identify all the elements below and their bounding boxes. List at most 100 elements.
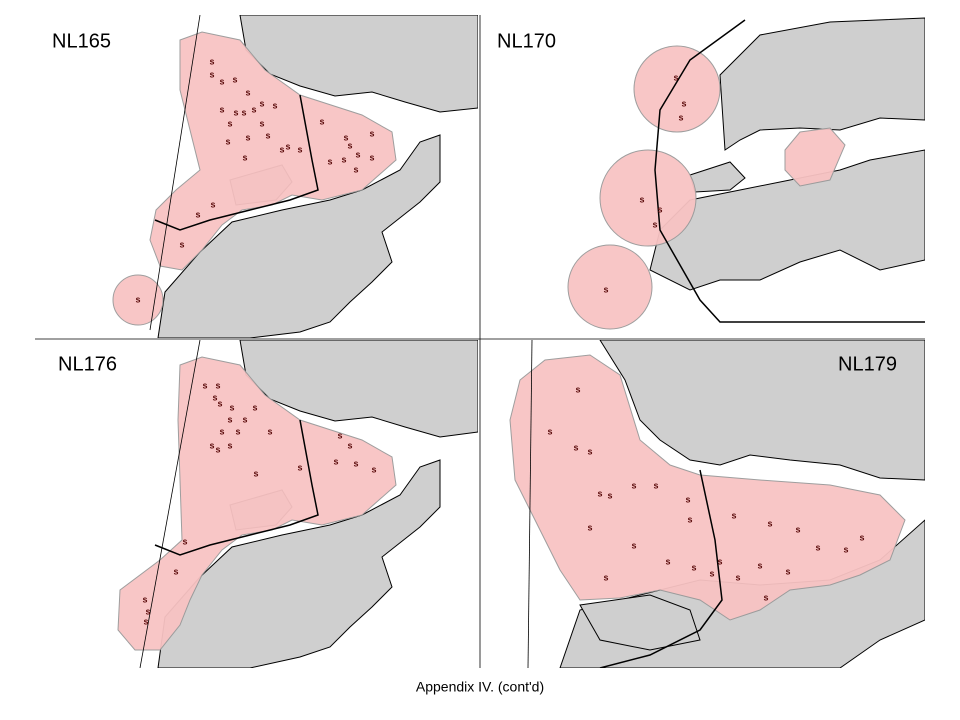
sighting-marker: s (717, 556, 722, 566)
map-panel (509, 340, 925, 668)
sighting-marker: s (337, 430, 342, 440)
sighting-marker: s (272, 100, 277, 110)
sighting-marker: s (709, 568, 714, 578)
panel-label: NL176 (58, 353, 117, 375)
sighting-marker: s (587, 522, 592, 532)
sighting-marker: s (678, 112, 683, 122)
sighting-marker: s (631, 540, 636, 550)
zone (784, 127, 846, 187)
sighting-marker: s (217, 398, 222, 408)
sighting-marker: s (179, 239, 184, 249)
sighting-marker: s (685, 494, 690, 504)
sighting-marker: s (575, 384, 580, 394)
sighting-marker: s (209, 56, 214, 66)
sighting-marker: s (245, 87, 250, 97)
sighting-marker: s (859, 532, 864, 542)
sighting-marker: s (353, 458, 358, 468)
sighting-marker: s (142, 594, 147, 604)
sighting-marker: s (232, 74, 237, 84)
sighting-marker: s (795, 524, 800, 534)
sighting-marker: s (341, 154, 346, 164)
road (599, 469, 723, 668)
sighting-marker: s (215, 444, 220, 454)
sighting-marker: s (355, 149, 360, 159)
caption: Appendix IV. (cont'd) (416, 679, 544, 695)
sighting-marker: s (267, 426, 272, 436)
sighting-marker: s (587, 446, 592, 456)
sighting-marker: s (347, 140, 352, 150)
map-panel (117, 340, 478, 668)
zone (112, 274, 164, 326)
sighting-marker: s (763, 592, 768, 602)
zone (567, 244, 653, 330)
panel-label: NL179 (838, 353, 897, 375)
sighting-marker: s (371, 464, 376, 474)
sighting-marker: s (227, 440, 232, 450)
sighting-marker: s (767, 518, 772, 528)
sighting-marker: s (603, 284, 608, 294)
sighting-marker: s (639, 194, 644, 204)
sighting-marker: s (279, 144, 284, 154)
sighting-marker: s (843, 544, 848, 554)
zone (633, 45, 721, 133)
land (689, 161, 746, 193)
sighting-marker: s (235, 426, 240, 436)
land (719, 17, 925, 151)
sighting-marker: s (265, 130, 270, 140)
sighting-marker: s (735, 572, 740, 582)
sighting-marker: s (210, 199, 215, 209)
sighting-marker: s (815, 542, 820, 552)
sighting-marker: s (219, 426, 224, 436)
sighting-marker: s (297, 144, 302, 154)
road (154, 419, 319, 556)
sighting-marker: s (253, 468, 258, 478)
sighting-marker: s (195, 209, 200, 219)
sighting-marker: s (209, 69, 214, 79)
sighting-marker: s (653, 480, 658, 490)
road (154, 94, 319, 231)
sighting-marker: s (242, 414, 247, 424)
sighting-marker: s (327, 156, 332, 166)
sighting-marker: s (219, 104, 224, 114)
map-panel (567, 17, 925, 330)
sighting-marker: s (597, 488, 602, 498)
panel-label: NL170 (497, 30, 556, 52)
boundary (139, 340, 201, 668)
sighting-marker: s (215, 380, 220, 390)
zone (599, 149, 697, 247)
land (157, 459, 441, 668)
boundary (149, 15, 201, 331)
sighting-marker: s (227, 118, 232, 128)
sighting-marker: s (251, 104, 256, 114)
sighting-marker: s (607, 490, 612, 500)
sighting-marker: s (225, 136, 230, 146)
sighting-marker: s (143, 616, 148, 626)
sighting-marker: s (182, 536, 187, 546)
sighting-marker: s (227, 414, 232, 424)
sighting-marker: s (353, 164, 358, 174)
zone (117, 356, 397, 651)
sighting-marker: s (691, 562, 696, 572)
land (599, 340, 925, 481)
sighting-marker: s (673, 72, 678, 82)
sighting-marker: s (209, 440, 214, 450)
sighting-marker: s (202, 380, 207, 390)
sighting-marker: s (145, 606, 150, 616)
sighting-marker: s (343, 132, 348, 142)
road (654, 19, 925, 323)
sighting-marker: s (731, 510, 736, 520)
sighting-marker: s (259, 98, 264, 108)
sighting-marker: s (347, 440, 352, 450)
sighting-marker: s (681, 98, 686, 108)
sighting-marker: s (333, 456, 338, 466)
sighting-marker: s (297, 462, 302, 472)
sighting-marker: s (547, 426, 552, 436)
sighting-marker: s (241, 107, 246, 117)
sighting-marker: s (573, 442, 578, 452)
sighting-marker: s (687, 514, 692, 524)
sighting-marker: s (785, 566, 790, 576)
sighting-marker: s (245, 132, 250, 142)
sighting-marker: s (173, 566, 178, 576)
